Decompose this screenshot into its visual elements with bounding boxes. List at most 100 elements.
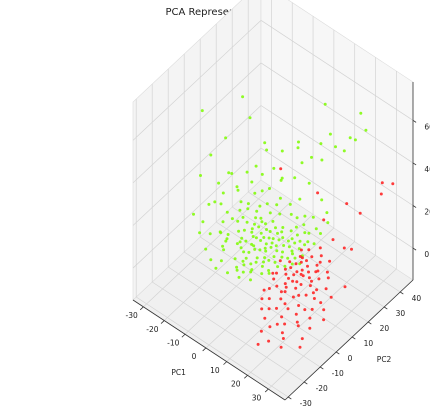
data-point-green — [226, 271, 229, 275]
data-point-green — [312, 242, 316, 246]
data-point-red — [379, 192, 383, 196]
data-point-green — [250, 180, 254, 184]
data-point-green — [230, 217, 234, 221]
data-point-green — [253, 247, 257, 251]
data-point-red — [319, 301, 323, 305]
data-point-red — [326, 276, 330, 280]
data-point-green — [209, 258, 213, 262]
data-point-green — [342, 149, 346, 153]
x-tick-label: 20 — [231, 380, 241, 389]
data-point-red — [318, 260, 322, 264]
data-point-green — [303, 243, 307, 247]
data-point-green — [293, 241, 297, 245]
data-point-red — [278, 259, 282, 263]
grid-line-y-floor — [152, 281, 305, 383]
data-point-red — [315, 288, 319, 292]
data-point-red — [308, 284, 312, 288]
data-point-green — [219, 202, 223, 206]
data-point-red — [322, 308, 326, 312]
data-point-green — [268, 211, 272, 215]
tick-labels: -30 -20 -10 0 10 20 30 -30 -20 -10 0 10 20 30 40 0 20 40 6… — [125, 122, 430, 408]
data-point-green — [271, 237, 275, 241]
data-point-green — [294, 225, 298, 229]
data-point-green — [359, 111, 363, 115]
data-point-green — [264, 249, 268, 253]
data-point-green — [241, 215, 245, 219]
data-point-green — [198, 231, 202, 235]
data-point-green — [224, 239, 228, 243]
data-point-red — [279, 345, 283, 349]
y-tick-label: 0 — [348, 354, 353, 363]
grid-line-x-floor — [184, 213, 314, 335]
data-point-green — [237, 229, 241, 233]
data-point-green — [244, 239, 248, 243]
x-axis-line — [132, 299, 286, 401]
data-point-green — [221, 191, 225, 195]
data-point-green — [246, 202, 250, 206]
grid-line-z-back — [260, 105, 414, 206]
data-point-green — [280, 255, 284, 259]
data-point-green — [296, 146, 300, 150]
data-point-red — [319, 254, 323, 258]
x-tick-label: 10 — [210, 366, 220, 375]
data-point-green — [263, 256, 267, 260]
data-point-green — [259, 239, 263, 242]
data-point-red — [310, 279, 313, 283]
data-point-red — [328, 259, 332, 263]
data-point-red — [358, 211, 362, 215]
data-point-green — [235, 268, 239, 272]
data-point-red — [305, 259, 308, 263]
data-point-green — [258, 248, 262, 252]
data-point-red — [292, 273, 296, 277]
data-point-green — [267, 236, 271, 240]
data-point-green — [281, 236, 285, 240]
grid-line-x-floor — [163, 200, 293, 321]
data-point-green — [246, 207, 250, 211]
data-point-red — [291, 279, 295, 283]
y-tick-label: 40 — [412, 294, 422, 303]
data-point-green — [307, 231, 311, 235]
data-point-red — [300, 268, 304, 272]
data-point-red — [295, 270, 299, 274]
y-tick-label: 30 — [396, 309, 406, 318]
data-point-green — [245, 220, 249, 224]
data-point-red — [287, 276, 290, 280]
data-point-green — [298, 239, 302, 243]
z-tick-label: 20 — [424, 208, 430, 217]
data-point-green — [248, 116, 252, 120]
data-point-green — [241, 95, 245, 99]
data-point-red — [322, 318, 326, 322]
data-point-green — [264, 242, 268, 246]
data-point-green — [265, 148, 269, 152]
data-point-red — [391, 182, 395, 186]
data-point-green — [260, 264, 264, 268]
grid-line-x-floor — [247, 255, 376, 376]
data-point-green — [222, 248, 226, 252]
x-tick-label: -30 — [125, 311, 137, 320]
grid-line-y-floor — [136, 296, 289, 398]
axis-panes — [132, 0, 414, 401]
data-point-green — [239, 246, 243, 250]
data-point-green — [241, 270, 245, 274]
z-tick-mark — [412, 247, 417, 251]
data-point-green — [282, 244, 286, 247]
data-point-red — [283, 290, 287, 294]
data-point-green — [204, 247, 208, 251]
data-point-green — [265, 228, 268, 231]
data-point-red — [310, 307, 314, 311]
grid-line-x-floor — [143, 186, 272, 308]
data-point-red — [259, 329, 263, 333]
data-point-green — [286, 256, 290, 260]
z-tick-mark — [412, 205, 417, 208]
data-point-red — [294, 262, 298, 266]
data-point-green — [319, 232, 322, 235]
y-tick-label: 20 — [380, 324, 390, 333]
data-point-green — [221, 244, 225, 248]
data-point-red — [316, 191, 320, 195]
grid-line-y-floor — [232, 206, 385, 308]
data-point-green — [264, 222, 267, 226]
x-tick-label: -20 — [146, 325, 158, 334]
data-point-green — [242, 228, 246, 232]
data-point-green — [302, 223, 306, 227]
data-point-green — [260, 220, 264, 224]
